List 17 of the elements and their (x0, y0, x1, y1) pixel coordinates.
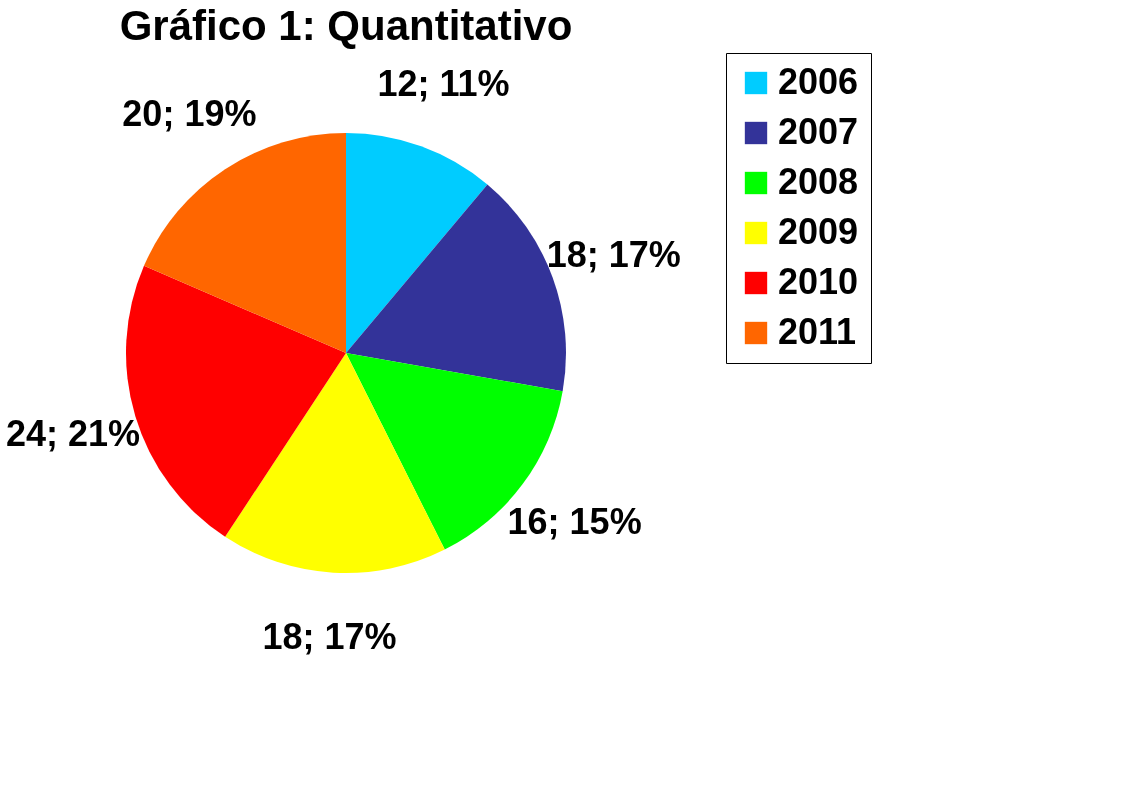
data-label: 18; 17% (546, 233, 681, 275)
legend-label: 2007 (778, 111, 859, 152)
pie-slice (143, 133, 346, 353)
legend-label: 2011 (778, 311, 857, 352)
pie-slice (225, 353, 445, 573)
legend-label: 2009 (778, 211, 859, 252)
data-label: 20; 19% (122, 92, 257, 134)
chart-title: Gráfico 1: Quantitativo (119, 1, 573, 49)
legend-label: 2006 (778, 61, 859, 102)
pie-slice (346, 353, 563, 550)
pie-slice (346, 133, 488, 353)
data-label: 12; 11% (377, 63, 510, 105)
legend-label: 2010 (778, 261, 859, 302)
data-label: 18; 17% (262, 615, 397, 657)
legend-label: 2008 (778, 161, 859, 202)
data-label: 16; 15% (507, 501, 642, 543)
data-label: 24; 21% (5, 412, 141, 454)
